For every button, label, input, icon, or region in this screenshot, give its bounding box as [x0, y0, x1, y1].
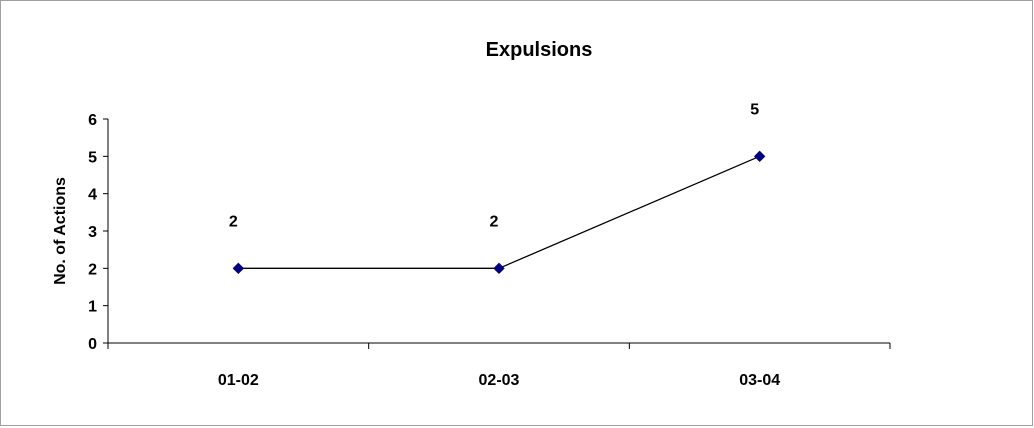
series-line: [238, 155, 760, 269]
y-tick-label: 4: [88, 187, 97, 204]
y-tick-label: 2: [88, 261, 97, 278]
y-tick-label: 1: [88, 299, 97, 316]
data-point-marker: [753, 150, 766, 163]
x-tick-label: 02-03: [479, 372, 520, 389]
axes: [103, 118, 891, 349]
data-label: 5: [750, 101, 759, 118]
x-tick-label: 03-04: [739, 372, 780, 389]
tick-labels: 0 1 2 3 4 5 6 01-02 02-03 03-04: [88, 112, 780, 389]
y-tick-label: 6: [88, 112, 97, 129]
data-label: 2: [490, 213, 499, 230]
y-tick-label: 5: [88, 149, 97, 166]
x-tick-label: 01-02: [218, 372, 259, 389]
data-labels: 2 2 5: [229, 101, 759, 230]
data-label: 2: [229, 213, 238, 230]
data-series: [232, 150, 766, 275]
data-point-marker: [232, 262, 245, 275]
y-tick-label: 0: [88, 336, 97, 353]
y-tick-label: 3: [88, 224, 97, 241]
y-axis-label: No. of Actions: [52, 177, 69, 285]
data-point-marker: [493, 262, 505, 275]
chart-title: Expulsions: [486, 39, 593, 61]
